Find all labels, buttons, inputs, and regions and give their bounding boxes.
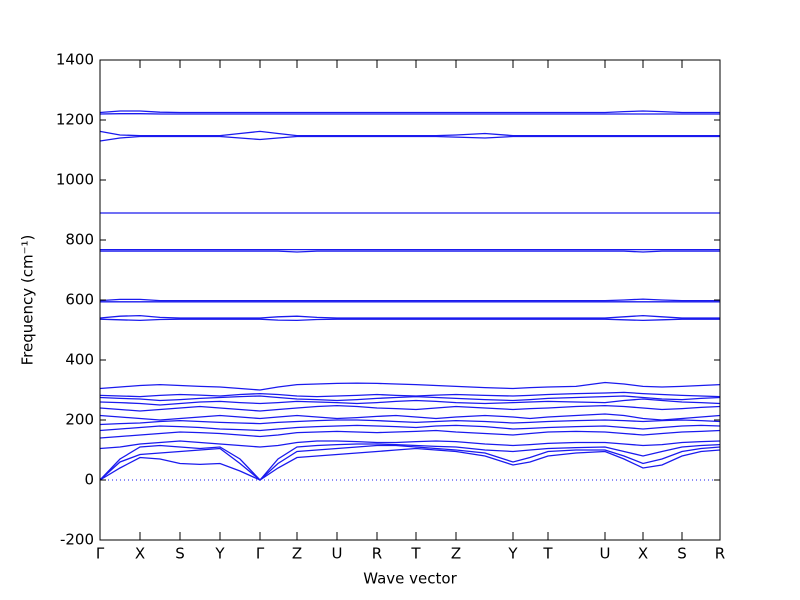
x-tick-label: U (600, 545, 611, 563)
y-tick-label: 1000 (56, 171, 94, 189)
x-tick-label: Z (292, 545, 302, 563)
y-tick-label: 600 (65, 291, 94, 309)
x-tick-label: R (715, 545, 725, 563)
y-tick-label: 1400 (56, 51, 94, 69)
x-tick-label: U (332, 545, 343, 563)
x-tick-label: Y (214, 545, 225, 563)
band-line (99, 395, 721, 402)
band-line (99, 444, 721, 481)
band-line (99, 318, 720, 322)
x-tick-label: T (410, 545, 421, 563)
y-tick-label: 0 (84, 471, 94, 489)
band-line (99, 381, 721, 391)
x-tick-label: S (677, 545, 687, 563)
band-line (99, 391, 721, 398)
y-tick-label: 1200 (56, 111, 94, 129)
band-line (99, 413, 721, 421)
x-tick-label: T (542, 545, 553, 563)
band-line (99, 130, 720, 137)
band-line (99, 419, 721, 426)
x-tick-label: Γ (256, 545, 265, 563)
y-axis-label: Frequency (cm⁻¹) (19, 235, 37, 366)
x-tick-label: S (175, 545, 185, 563)
band-line (99, 110, 720, 114)
band-line (99, 135, 720, 142)
band-line (99, 424, 721, 432)
x-tick-label: Y (507, 545, 518, 563)
y-tick-label: 400 (65, 351, 94, 369)
band-line (99, 440, 721, 450)
x-tick-label: X (638, 545, 648, 563)
x-tick-label: Γ (96, 545, 105, 563)
band-line (99, 447, 721, 481)
band-line (99, 429, 721, 439)
y-tick-label: 200 (65, 411, 94, 429)
x-tick-label: Z (451, 545, 461, 563)
band-line (100, 250, 720, 253)
band-line (99, 404, 721, 412)
band-line (99, 298, 720, 302)
x-tick-label: R (372, 545, 382, 563)
x-tick-label: X (135, 545, 145, 563)
band-line (99, 314, 720, 319)
y-tick-label: 800 (65, 231, 94, 249)
x-axis-label: Wave vector (363, 570, 457, 588)
band-line (99, 443, 721, 481)
y-tick-label: -200 (60, 531, 94, 549)
band-line (99, 398, 721, 406)
